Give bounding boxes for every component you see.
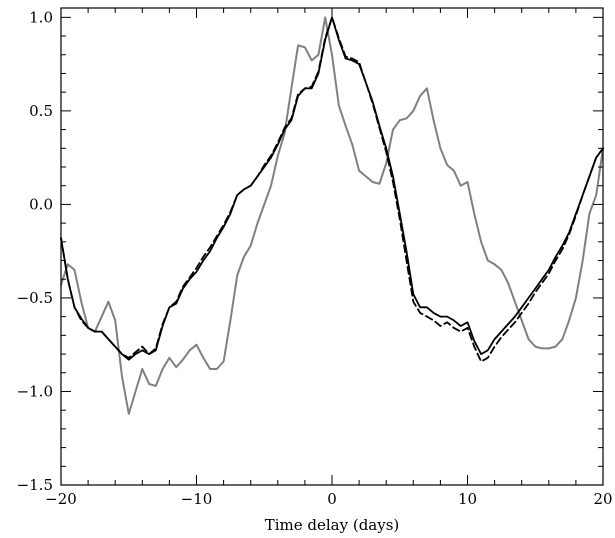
y-tick-label: −0.5 [17, 289, 53, 307]
x-tick-label: 0 [327, 490, 337, 508]
x-tick-label: 10 [458, 490, 477, 508]
y-tick-label: 0.0 [29, 195, 53, 213]
ticks-layer [60, 8, 604, 486]
series-layer [60, 16, 604, 415]
x-axis-label: Time delay (days) [265, 516, 400, 534]
x-tick-label: −10 [181, 490, 213, 508]
tick-labels-layer: −20 −10 0 10 20 −1.5 −1.0 −0.5 0.0 0.5 1.0 [17, 8, 613, 508]
x-tick-label: 20 [593, 490, 612, 508]
y-tick-label: 0.5 [29, 102, 53, 120]
y-tick-label: 1.0 [29, 8, 53, 26]
x-tick-label: −20 [45, 490, 77, 508]
plot-frame [60, 7, 604, 486]
series-line-2-dashed [60, 16, 604, 363]
series-line-1-solid [60, 16, 604, 361]
series-line-3-solid [60, 16, 604, 415]
y-tick-label: −1.0 [17, 382, 53, 400]
y-tick-label: −1.5 [17, 476, 53, 494]
